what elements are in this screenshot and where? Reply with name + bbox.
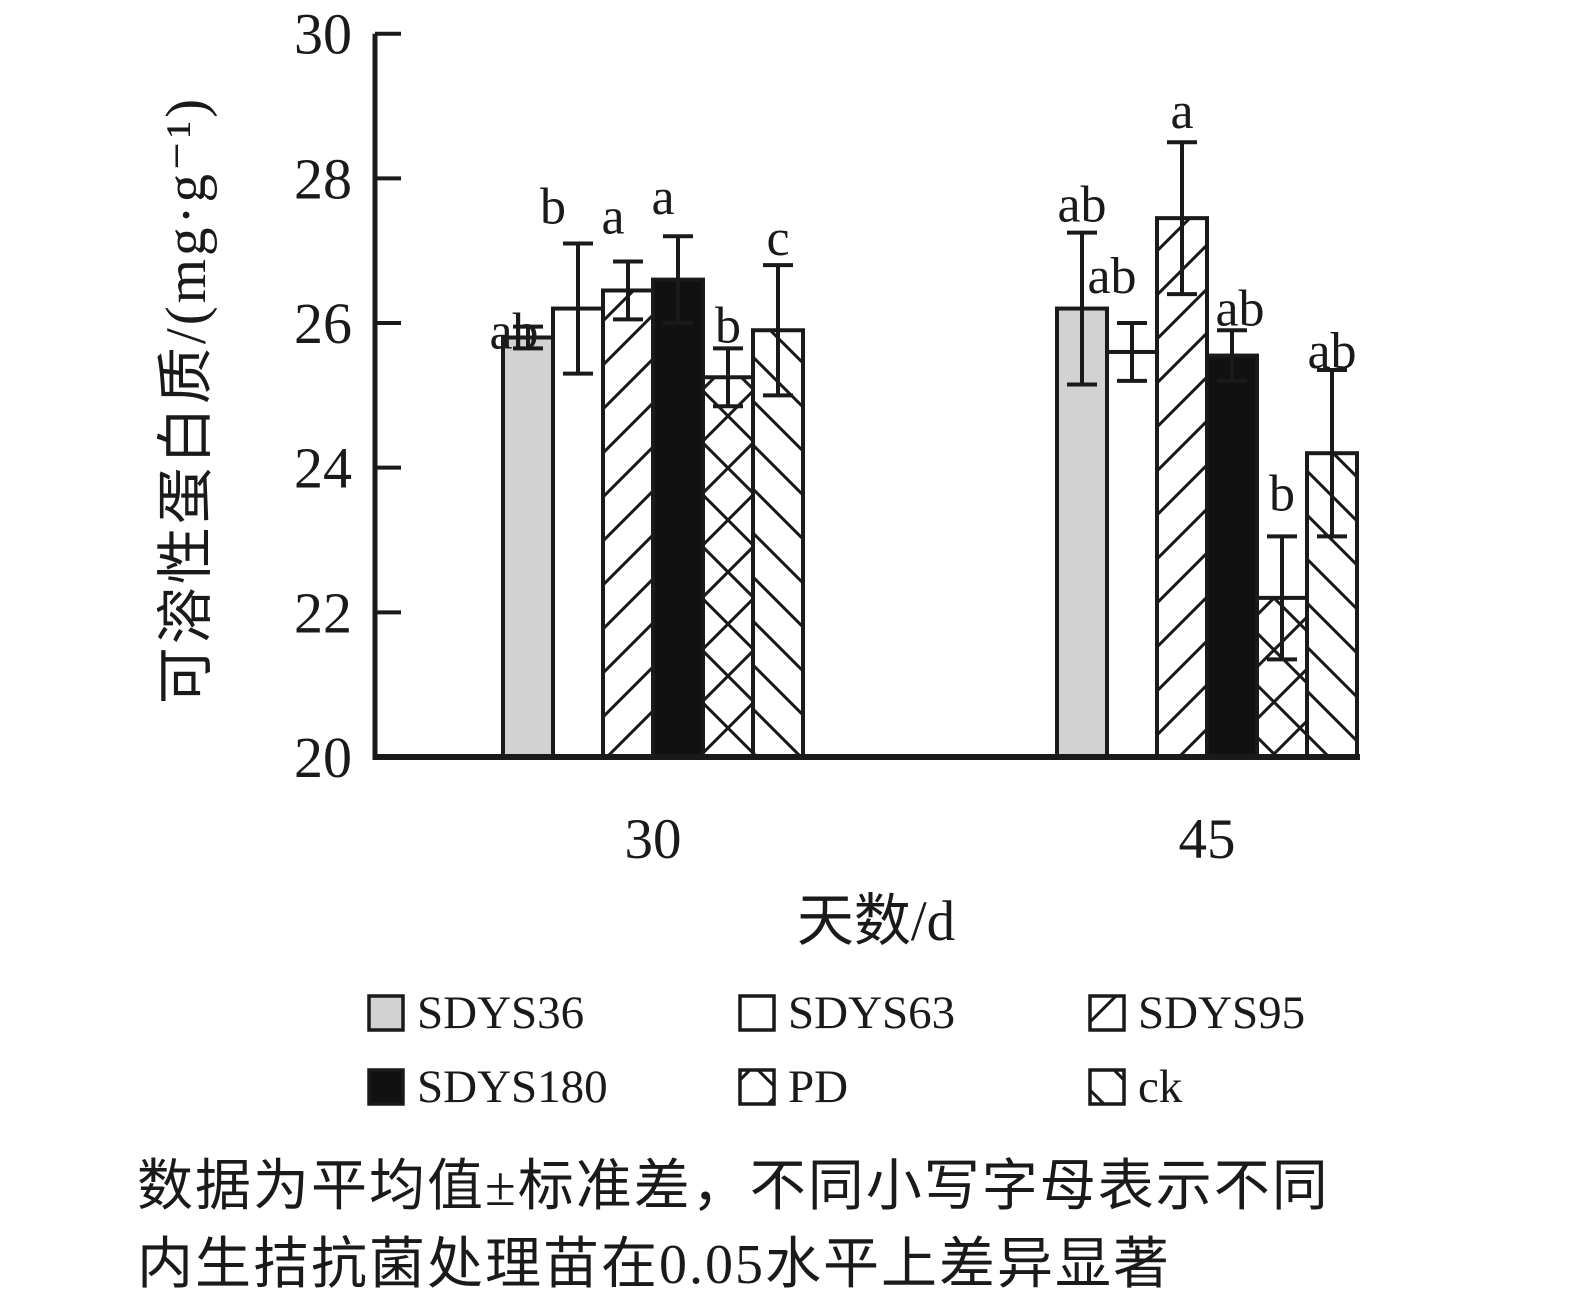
error-bar-SDYS95-45 [1167,140,1197,297]
bar-SDYS63-45 [1105,349,1159,759]
legend-swatch-SDYS63 [738,994,776,1032]
legend-label-SDYS36: SDYS36 [417,987,584,1039]
caption-line-2: 内生拮抗菌处理苗在0.05水平上差异显著 [137,1234,1171,1296]
legend-label-PD: PD [788,1061,848,1113]
legend-label-ck: ck [1138,1061,1183,1113]
legend-swatch-SDYS95 [1088,994,1126,1032]
legend-swatch-ck [1088,1068,1126,1106]
error-bar-PD-45 [1267,534,1297,662]
error-bar-SDYS180-30 [663,234,693,326]
bar-PD-30 [701,375,755,759]
error-bar-SDYS63-30 [563,241,593,376]
sig-letter-SDYS95-30: a [601,189,624,246]
sig-letter-ck-30: c [766,210,789,267]
legend-label-SDYS95: SDYS95 [1138,987,1305,1039]
y-tick-label-30: 30 [294,2,352,67]
y-tick-label-26: 26 [294,291,352,356]
x-category-label-30: 30 [625,808,682,871]
error-bar-SDYS63-45 [1117,321,1147,383]
bar-SDYS95-45 [1155,216,1209,760]
sig-letter-PD-45: b [1269,465,1295,522]
sig-letter-PD-30: b [715,297,741,354]
y-axis-title: 可溶性蛋白质/(mg·g⁻¹) [155,96,218,704]
sig-letter-SDYS36-45: ab [1057,177,1106,234]
y-tick-label-24: 24 [294,436,352,501]
bar-SDYS180-45 [1205,353,1259,759]
bar-SDYS95-30 [601,288,655,759]
sig-letter-SDYS63-45: ab [1087,248,1136,305]
error-bar-SDYS36-45 [1067,230,1097,387]
error-bar-SDYS95-30 [613,259,643,322]
legend-label-SDYS180: SDYS180 [417,1061,608,1113]
sig-letter-SDYS36-30: ab [489,304,538,361]
legend-swatch-PD [738,1068,776,1106]
x-axis-title: 天数/d [797,890,955,953]
sig-letter-SDYS63-30: b [540,178,566,235]
caption-line-1: 数据为平均值±标准差，不同小写字母表示不同 [137,1156,1330,1218]
bar-SDYS63-30 [551,306,605,759]
sig-letter-SDYS95-45: a [1170,83,1193,140]
y-tick-label-22: 22 [294,580,352,645]
sig-letter-ck-45: ab [1307,323,1356,380]
legend-label-SDYS63: SDYS63 [788,987,955,1039]
error-bar-ck-45 [1317,368,1347,539]
y-tick-label-20: 20 [294,725,352,790]
legend-swatch-SDYS180 [367,1068,405,1106]
bar-SDYS36-30 [501,335,555,759]
error-bar-SDYS180-45 [1217,328,1247,383]
bar-SDYS180-30 [651,277,705,759]
legend-swatch-SDYS36 [367,994,405,1032]
y-tick-label-28: 28 [294,146,352,211]
error-bar-PD-30 [713,346,743,409]
error-bar-SDYS36-30 [513,324,543,351]
x-category-label-45: 45 [1179,808,1236,871]
sig-letter-SDYS180-30: a [651,169,674,226]
sig-letter-SDYS180-45: ab [1215,280,1264,337]
error-bar-ck-30 [763,263,793,398]
